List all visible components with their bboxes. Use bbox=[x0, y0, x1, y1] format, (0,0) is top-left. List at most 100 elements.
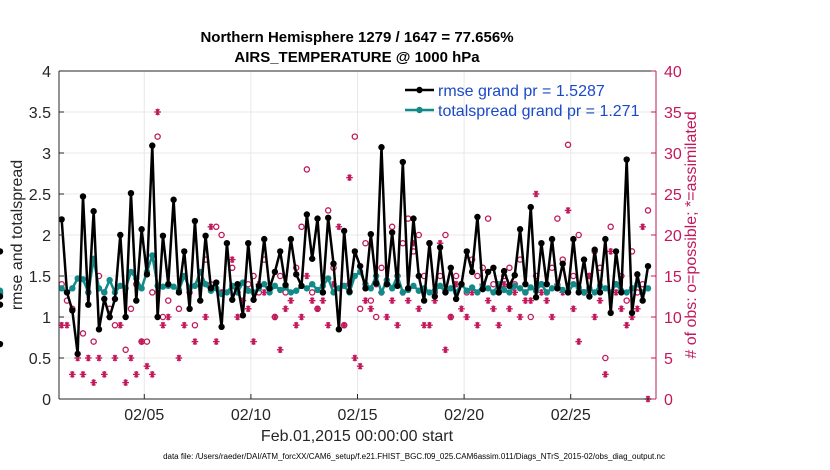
totalspread-point bbox=[261, 281, 268, 288]
obs-possible-point bbox=[378, 264, 385, 272]
obs-possible-point bbox=[564, 141, 572, 149]
rmse-point bbox=[122, 313, 129, 321]
rmse-point bbox=[596, 289, 604, 296]
rmse-point bbox=[394, 282, 401, 290]
rmse-point bbox=[404, 285, 412, 292]
obs-assimilated-point bbox=[596, 297, 604, 304]
obs-assimilated-point bbox=[116, 321, 124, 329]
totalspread-point bbox=[351, 272, 359, 280]
rmse-point bbox=[623, 156, 630, 163]
totalspread-point bbox=[591, 289, 598, 296]
obs-assimilated-point bbox=[548, 313, 556, 321]
totalspread-point bbox=[511, 282, 518, 290]
totalspread-point bbox=[378, 289, 385, 296]
totalspread-point bbox=[69, 285, 76, 292]
y2-tick-label: 10 bbox=[664, 310, 682, 327]
obs-assimilated-point bbox=[303, 272, 311, 280]
rmse-point bbox=[351, 248, 359, 255]
obs-assimilated-point bbox=[404, 297, 412, 304]
totalspread-point bbox=[314, 286, 321, 294]
totalspread-point bbox=[106, 276, 113, 284]
obs-assimilated-point bbox=[394, 321, 401, 329]
rmse-point bbox=[218, 323, 225, 331]
rmse-point bbox=[133, 297, 140, 304]
obs-assimilated-point bbox=[527, 297, 535, 304]
totalspread-point bbox=[287, 289, 295, 296]
obs-assimilated-point bbox=[79, 371, 87, 378]
rmse-point bbox=[607, 309, 614, 317]
obs-possible-point bbox=[154, 133, 161, 140]
rmse-point bbox=[282, 281, 289, 289]
rmse-point bbox=[127, 189, 135, 197]
rmse-point bbox=[586, 293, 593, 300]
totalspread-point bbox=[543, 289, 550, 296]
rmse-point bbox=[69, 307, 76, 314]
rmse-point bbox=[154, 313, 161, 321]
obs-assimilated-point bbox=[495, 321, 503, 329]
rmse-point bbox=[319, 289, 327, 296]
rmse-point bbox=[0, 248, 4, 255]
obs-assimilated-point bbox=[346, 174, 353, 181]
x-axis-label: Feb.01,2015 00:00:00 start bbox=[261, 428, 454, 445]
y2-axis-label: # of obs: o=possible; *=assimilated bbox=[683, 111, 700, 358]
obs-possible-point bbox=[218, 231, 225, 239]
rmse-point bbox=[0, 301, 4, 308]
obs-assimilated-point bbox=[383, 313, 391, 321]
obs-possible-point bbox=[165, 297, 172, 304]
obs-assimilated-point bbox=[282, 305, 289, 313]
rmse-point bbox=[420, 297, 428, 304]
obs-possible-point bbox=[452, 272, 460, 280]
legend-rmse-marker bbox=[416, 86, 423, 94]
obs-assimilated-point bbox=[415, 305, 423, 313]
totalspread-point bbox=[245, 287, 252, 294]
rmse-point bbox=[484, 268, 492, 276]
obs-assimilated-point bbox=[191, 338, 199, 345]
rmse-point bbox=[111, 295, 119, 303]
y-tick-label: 1 bbox=[42, 310, 51, 327]
obs-assimilated-point bbox=[474, 321, 481, 329]
y2-tick-label: 5 bbox=[664, 351, 673, 368]
obs-assimilated-point bbox=[143, 362, 151, 370]
rmse-point bbox=[442, 289, 449, 296]
obs-assimilated-point bbox=[506, 305, 513, 313]
chart-title: Northern Hemisphere 1279 / 1647 = 77.656… bbox=[200, 29, 513, 46]
rmse-point bbox=[383, 281, 391, 288]
obs-assimilated-point bbox=[602, 371, 609, 378]
rmse-point bbox=[591, 246, 598, 253]
rmse-point bbox=[362, 285, 369, 292]
obs-assimilated-point bbox=[356, 362, 364, 370]
rmse-point bbox=[612, 248, 620, 255]
totalspread-point bbox=[500, 286, 508, 294]
obs-assimilated-point bbox=[639, 223, 646, 231]
obs-possible-point bbox=[602, 354, 609, 362]
totalspread-point bbox=[170, 283, 177, 290]
rmse-point bbox=[95, 326, 103, 333]
obs-assimilated-point bbox=[388, 297, 396, 304]
rmse-point bbox=[335, 326, 343, 333]
obs-assimilated-point bbox=[308, 297, 316, 304]
rmse-point bbox=[207, 285, 215, 292]
rmse-point bbox=[175, 289, 183, 296]
obs-possible-point bbox=[191, 321, 199, 329]
rmse-point bbox=[181, 248, 188, 255]
totalspread-point bbox=[410, 282, 417, 290]
rmse-point bbox=[229, 296, 236, 303]
obs-possible-point bbox=[554, 215, 561, 222]
y-tick-label: 2 bbox=[42, 228, 51, 245]
obs-assimilated-point bbox=[634, 305, 641, 313]
rmse-point bbox=[213, 279, 220, 286]
rmse-point bbox=[143, 271, 151, 278]
rmse-point bbox=[415, 272, 422, 280]
obs-assimilated-point bbox=[69, 371, 76, 378]
y-tick-labels: 0 0.5 1 1.5 2 2.5 3 3.5 4 bbox=[29, 64, 64, 409]
rmse-point bbox=[580, 256, 588, 263]
rmse-point bbox=[303, 211, 311, 218]
obs-possible-point bbox=[127, 305, 135, 313]
totalspread-point bbox=[490, 289, 497, 296]
obs-assimilated-point bbox=[271, 313, 279, 321]
obs-possible-point bbox=[298, 223, 305, 231]
rmse-point bbox=[570, 235, 577, 243]
obs-assimilated-point bbox=[340, 321, 348, 329]
x-tick-label: 02/15 bbox=[337, 407, 377, 424]
obs-assimilated-point bbox=[207, 223, 215, 231]
